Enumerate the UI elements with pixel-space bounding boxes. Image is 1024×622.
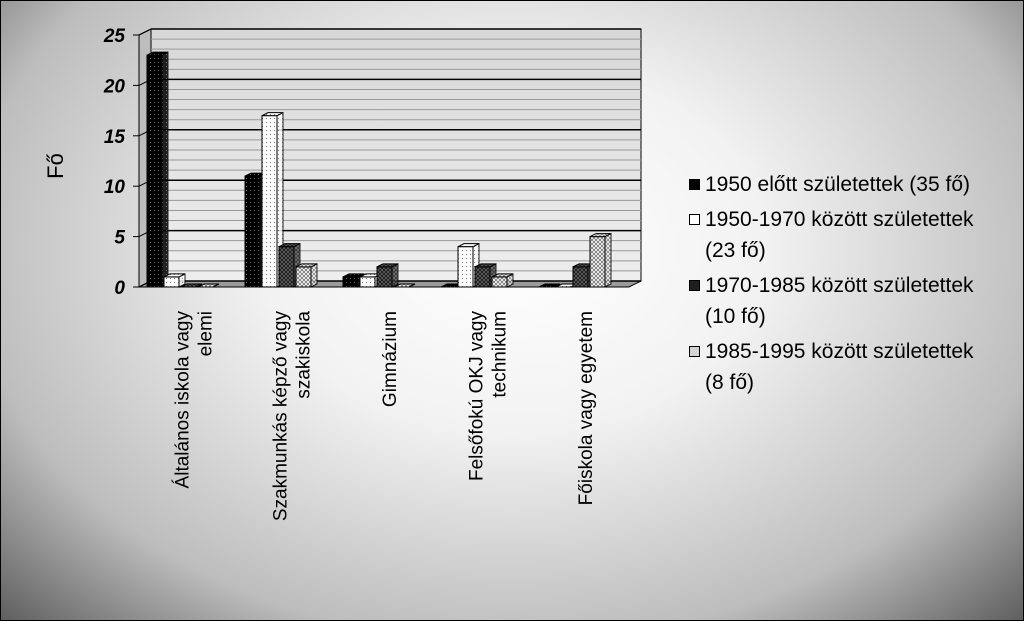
bar: [474, 266, 491, 288]
bar-top: [342, 273, 365, 278]
bar: [342, 276, 359, 288]
bar: [572, 266, 589, 288]
x-category-label: Általános iskola vagy elemi: [173, 311, 217, 489]
legend-label: 1950 előtt születettek (35 fő): [705, 173, 970, 196]
bar: [180, 283, 203, 288]
plot-area: [138, 28, 642, 288]
legend-swatch: [689, 179, 700, 190]
bar: [589, 236, 606, 288]
legend-item: 1970-1985 között születettek (10 fő): [687, 270, 987, 332]
legend: 1950 előtt születettek (35 fő) 1950-1970 …: [687, 169, 987, 402]
y-tick-label: 5: [114, 228, 125, 249]
legend-swatch: [689, 280, 700, 291]
bar-top: [261, 112, 284, 117]
bar: [295, 266, 312, 288]
x-axis-categories: Általános iskola vagy elemi Szakmunkás kép…: [173, 311, 598, 522]
bar: [197, 283, 220, 288]
bar: [457, 246, 474, 288]
bar-top: [457, 243, 480, 248]
y-axis-label: Fő: [43, 153, 68, 179]
bar: [261, 115, 278, 288]
legend-item: 1950-1970 között születettek (23 fő): [687, 204, 987, 266]
bar-top: [146, 51, 169, 56]
bar-top: [376, 263, 399, 268]
bar: [393, 283, 416, 288]
bar-side: [161, 51, 169, 288]
bar-top: [163, 273, 186, 278]
bar-top: [589, 233, 612, 238]
bar: [376, 266, 393, 288]
bar: [244, 175, 261, 288]
legend-item: 1950 előtt születettek (35 fő): [687, 169, 987, 200]
side-gridline: [138, 28, 152, 36]
y-tick-label: 25: [103, 26, 126, 47]
legend-label: 1985-1995 között születettek (8 fő): [705, 340, 974, 394]
bar-side: [310, 263, 318, 288]
x-category-label: Szakmunkás képző vagy szakiskola: [271, 311, 315, 522]
y-tick-label: 20: [103, 76, 126, 97]
bar-top: [278, 243, 301, 248]
bar-top: [474, 263, 497, 268]
bar: [491, 276, 508, 288]
bar: [359, 276, 376, 288]
bar-side: [604, 232, 612, 288]
bar: [538, 283, 561, 288]
bar: [163, 276, 180, 288]
bar-top: [295, 263, 318, 268]
x-category-label: Gimnázium: [380, 311, 401, 407]
legend-swatch: [689, 214, 700, 225]
bar: [146, 54, 163, 288]
legend-item: 1985-1995 között születettek (8 fő): [687, 336, 987, 398]
legend-label: 1970-1985 között születettek (10 fő): [705, 274, 974, 328]
legend-swatch: [689, 346, 700, 357]
y-axis-ticks: 0 5 10 15 20 25: [103, 26, 140, 299]
y-tick-label: 15: [104, 127, 126, 148]
bar-side: [391, 263, 399, 288]
plot-back-wall: [150, 28, 642, 282]
legend-label: 1950-1970 között születettek (23 fő): [705, 208, 974, 262]
x-category-label: Főiskola vagy egyetem: [576, 311, 597, 505]
y-tick-label: 10: [104, 177, 126, 198]
x-category-label: Felsőfokú OKJ vagy technikum: [467, 311, 511, 482]
bar-top: [491, 273, 514, 278]
bars-group: [146, 51, 612, 288]
bar: [278, 246, 295, 288]
y-tick-label: 0: [114, 278, 125, 299]
